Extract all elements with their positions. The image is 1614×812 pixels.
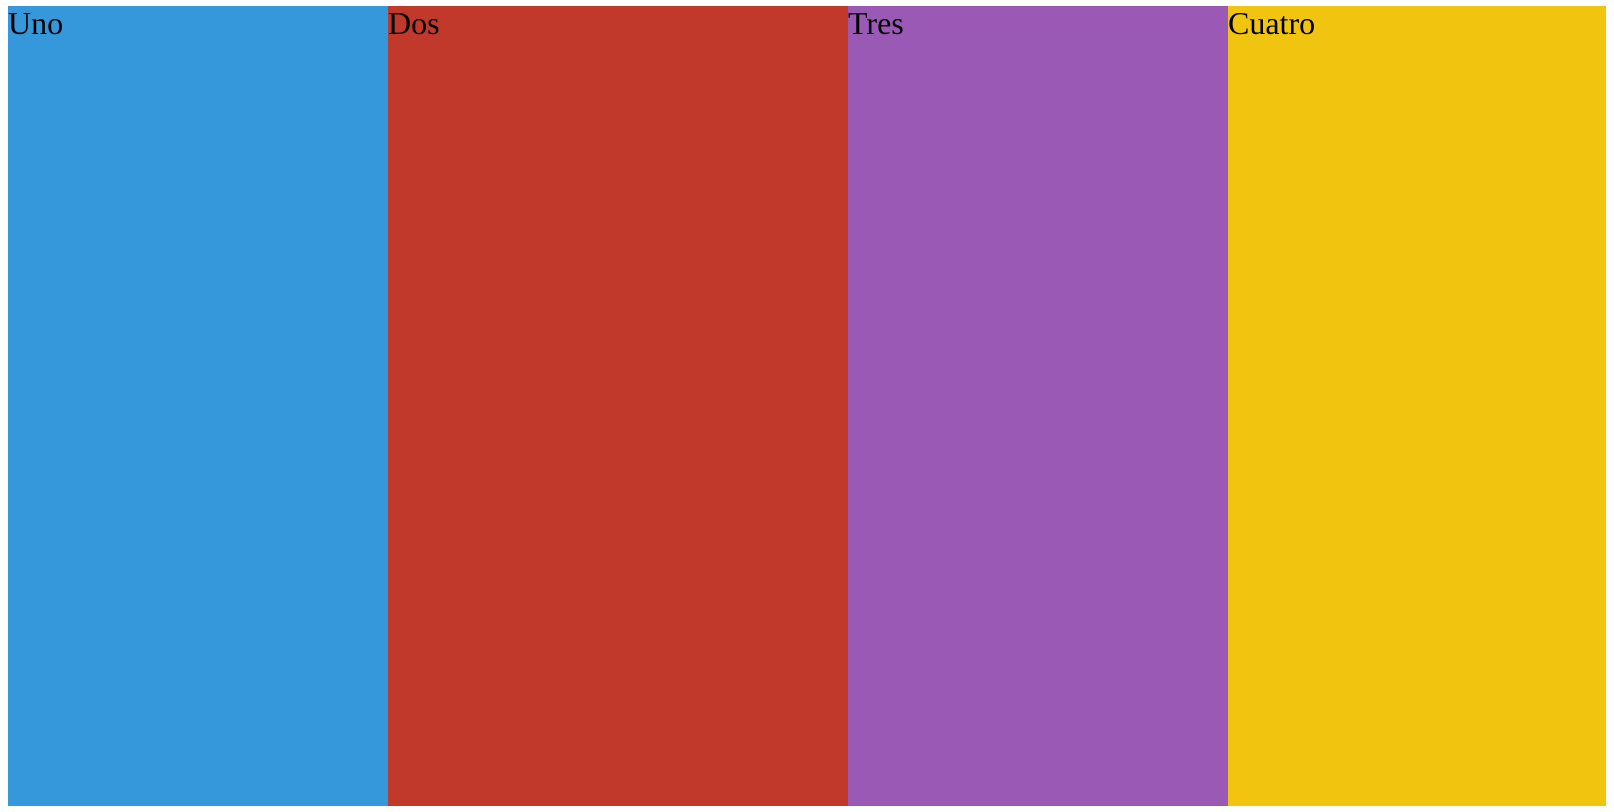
panel-label-dos: Dos (388, 5, 440, 41)
panel-uno: Uno (8, 6, 388, 806)
columns-container: Uno Dos Tres Cuatro (8, 6, 1606, 806)
panel-cuatro: Cuatro (1228, 6, 1606, 806)
panel-label-tres: Tres (848, 5, 904, 41)
panel-tres: Tres (848, 6, 1228, 806)
panel-label-uno: Uno (8, 5, 64, 41)
panel-label-cuatro: Cuatro (1228, 5, 1316, 41)
panel-dos: Dos (388, 6, 848, 806)
